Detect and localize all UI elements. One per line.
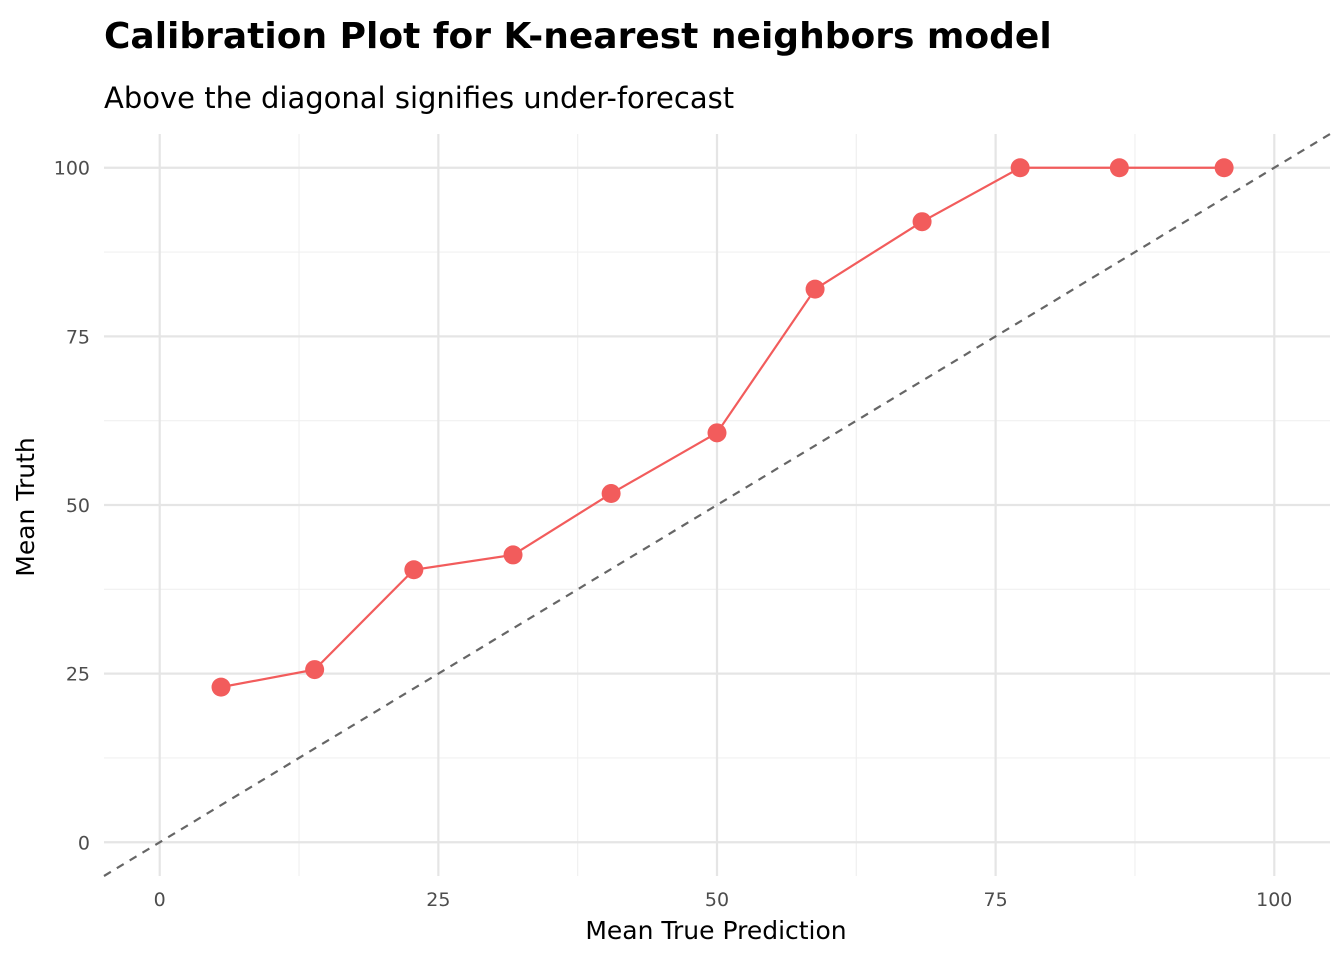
data-point xyxy=(1109,158,1129,178)
data-point xyxy=(601,484,621,504)
x-tick-label: 100 xyxy=(1256,889,1292,911)
data-point xyxy=(1214,158,1234,178)
y-axis-ticks: 0 25 50 75 100 xyxy=(54,158,90,855)
x-axis-label: Mean True Prediction xyxy=(585,916,846,945)
chart-title: Calibration Plot for K-nearest neighbors… xyxy=(104,16,1052,57)
chart-subtitle: Above the diagonal signifies under-forec… xyxy=(104,81,734,115)
y-tick-label: 25 xyxy=(66,664,90,686)
x-tick-label: 0 xyxy=(154,889,166,911)
major-gridlines xyxy=(104,134,1330,876)
x-tick-label: 25 xyxy=(426,889,450,911)
y-tick-label: 75 xyxy=(66,326,90,348)
y-tick-label: 0 xyxy=(78,832,90,854)
data-point xyxy=(1010,158,1030,178)
data-point xyxy=(912,212,932,232)
data-point xyxy=(211,677,231,697)
x-tick-label: 50 xyxy=(705,889,729,911)
y-tick-label: 50 xyxy=(66,495,90,517)
data-point xyxy=(305,660,325,680)
y-axis-label: Mean Truth xyxy=(11,437,40,576)
x-tick-label: 75 xyxy=(984,889,1008,911)
x-axis-ticks: 0 25 50 75 100 xyxy=(154,889,1293,911)
data-point xyxy=(404,560,424,580)
y-tick-label: 100 xyxy=(54,158,90,180)
data-point xyxy=(503,545,523,565)
data-point xyxy=(805,279,825,299)
data-point xyxy=(707,423,727,443)
calibration-series xyxy=(211,158,1234,697)
